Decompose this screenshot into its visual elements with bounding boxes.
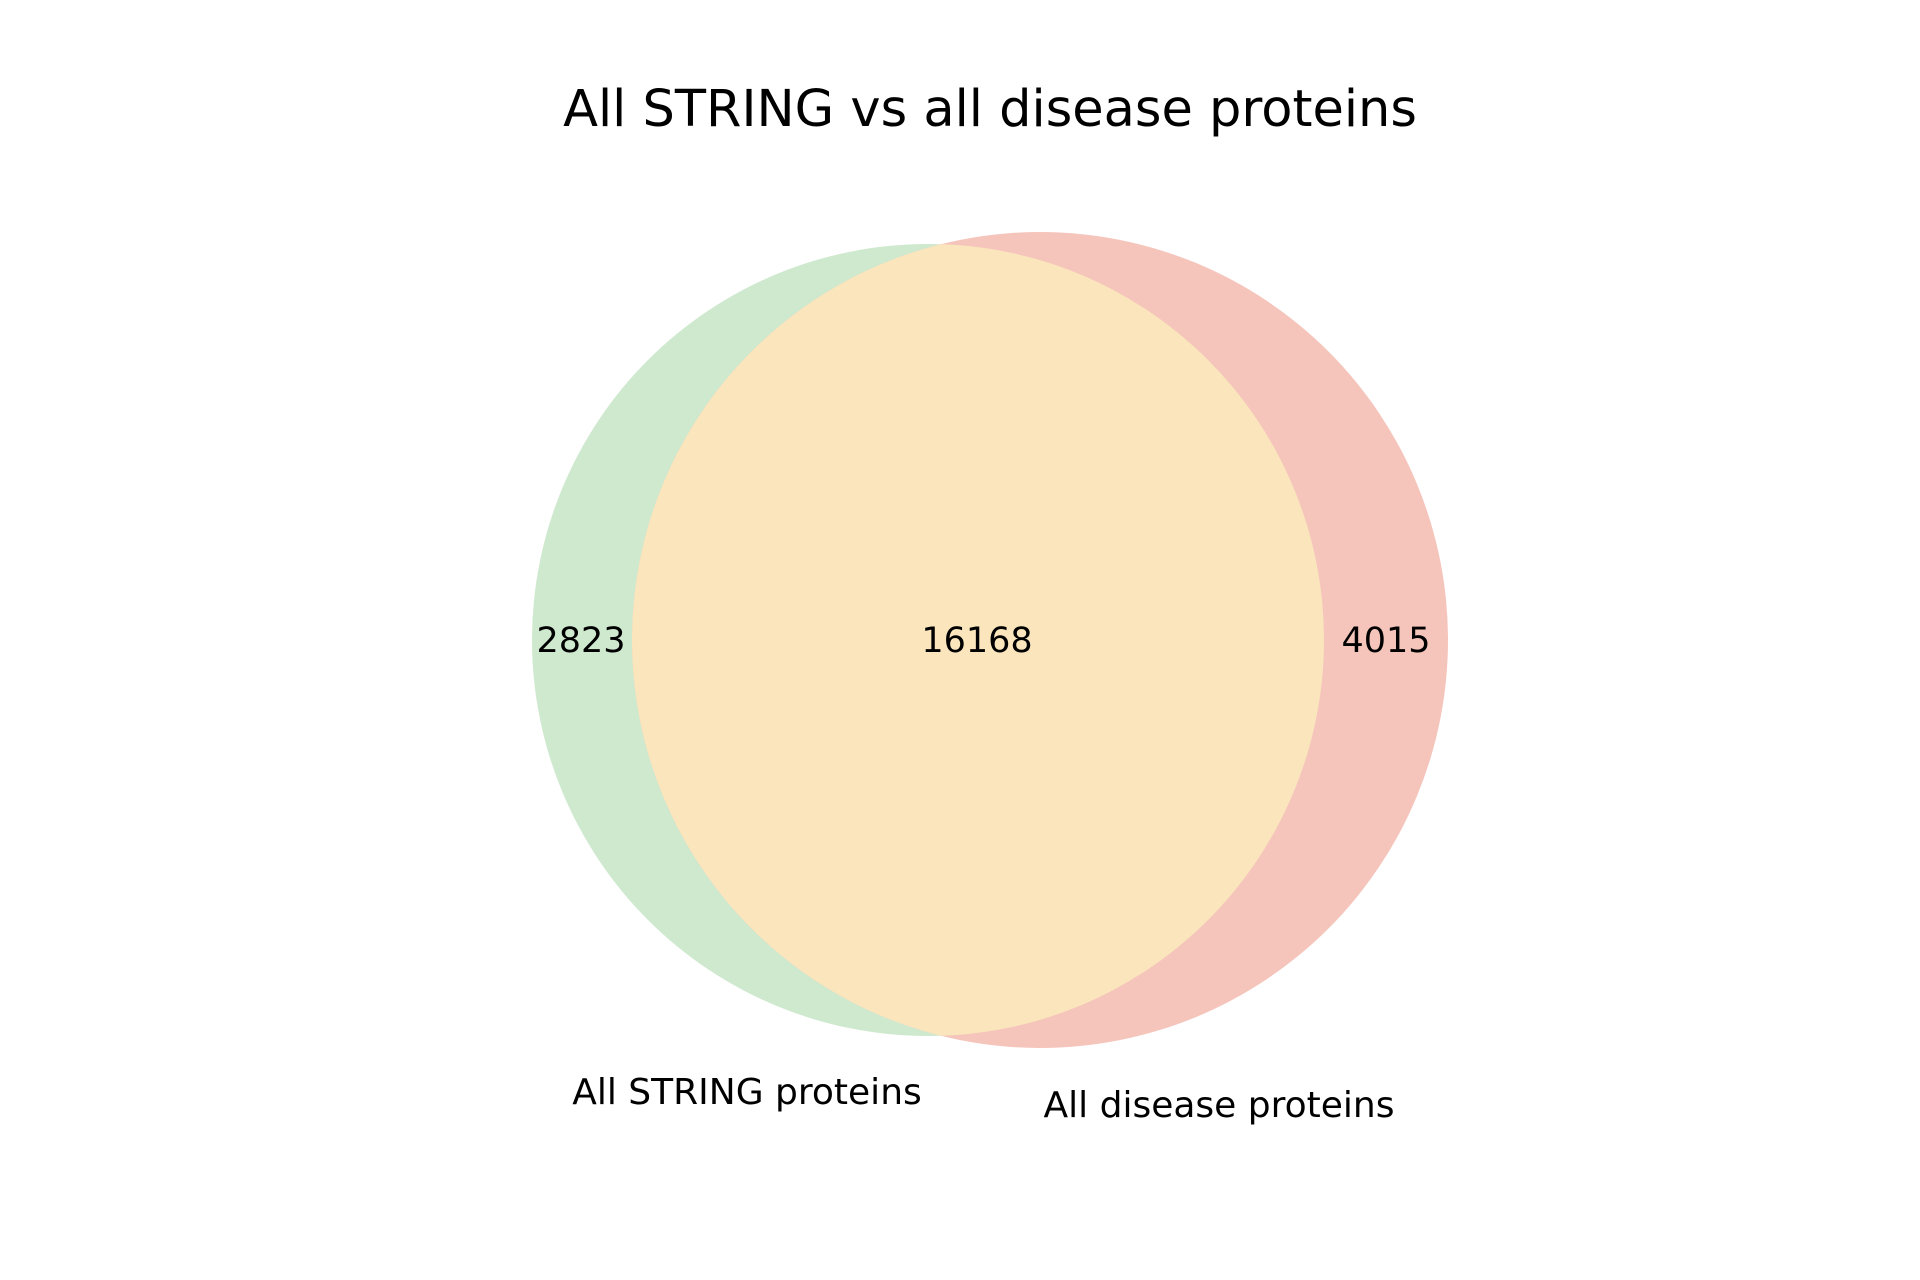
set-a-only-count: 2823 <box>536 621 625 661</box>
intersection-region <box>632 244 1324 1036</box>
set-b-only-count: 4015 <box>1341 621 1430 661</box>
intersection-count: 16168 <box>921 621 1032 661</box>
diagram-title: All STRING vs all disease proteins <box>563 80 1417 139</box>
set-b-label: All disease proteins <box>1044 1085 1395 1126</box>
set-a-label: All STRING proteins <box>572 1072 922 1113</box>
